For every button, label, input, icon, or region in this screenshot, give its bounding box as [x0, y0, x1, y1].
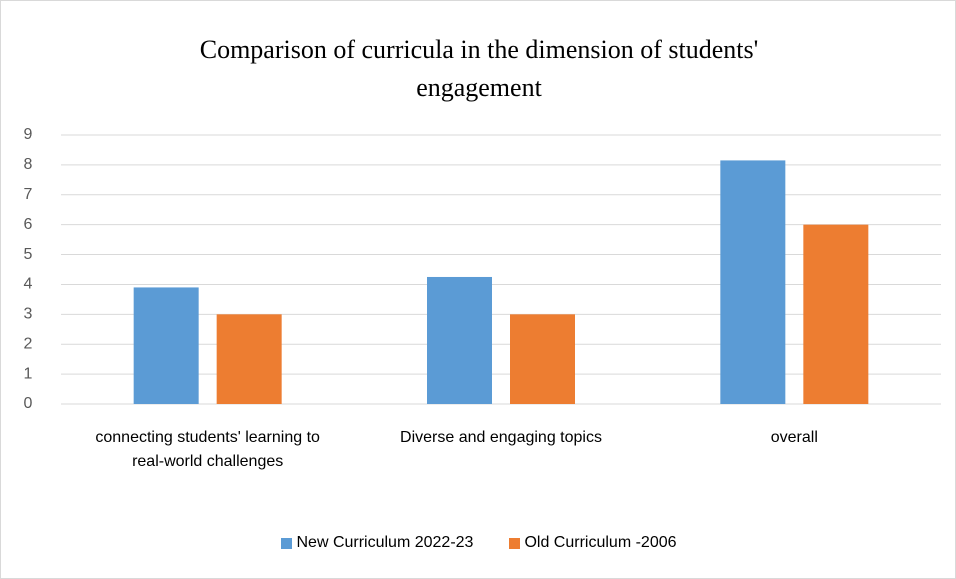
- legend-item: New Curriculum 2022-23: [281, 534, 473, 552]
- bar: [510, 314, 575, 404]
- chart-title: Comparison of curricula in the dimension…: [199, 35, 759, 102]
- legend-swatch: [281, 537, 293, 549]
- y-tick-label: 9: [24, 126, 33, 143]
- bar: [803, 224, 869, 404]
- x-tick-label: connecting students' learning to real-wo…: [95, 429, 320, 470]
- y-tick-label: 7: [24, 186, 33, 203]
- y-tick-label: 5: [24, 246, 33, 263]
- bar: [133, 287, 199, 404]
- bar: [216, 314, 282, 404]
- bar: [427, 276, 492, 404]
- y-tick-label: 8: [24, 156, 33, 173]
- bar: [720, 160, 786, 404]
- y-tick-label: 4: [24, 276, 33, 293]
- y-tick-label: 0: [24, 395, 33, 412]
- legend-label: New Curriculum 2022-23: [296, 534, 474, 551]
- legend-swatch: [509, 537, 521, 549]
- y-tick-label: 6: [24, 216, 33, 233]
- y-tick-label: 3: [24, 306, 33, 323]
- legend-item: Old Curriculum -2006: [509, 534, 677, 552]
- x-tick-label: Diverse and engaging topics: [400, 429, 602, 446]
- legend: New Curriculum 2022-23 Old Curriculum -20…: [1, 534, 955, 554]
- x-tick-label: overall: [770, 429, 818, 446]
- legend-label: Old Curriculum -2006: [524, 534, 677, 551]
- y-tick-label: 1: [24, 365, 33, 382]
- y-tick-label: 2: [24, 335, 33, 352]
